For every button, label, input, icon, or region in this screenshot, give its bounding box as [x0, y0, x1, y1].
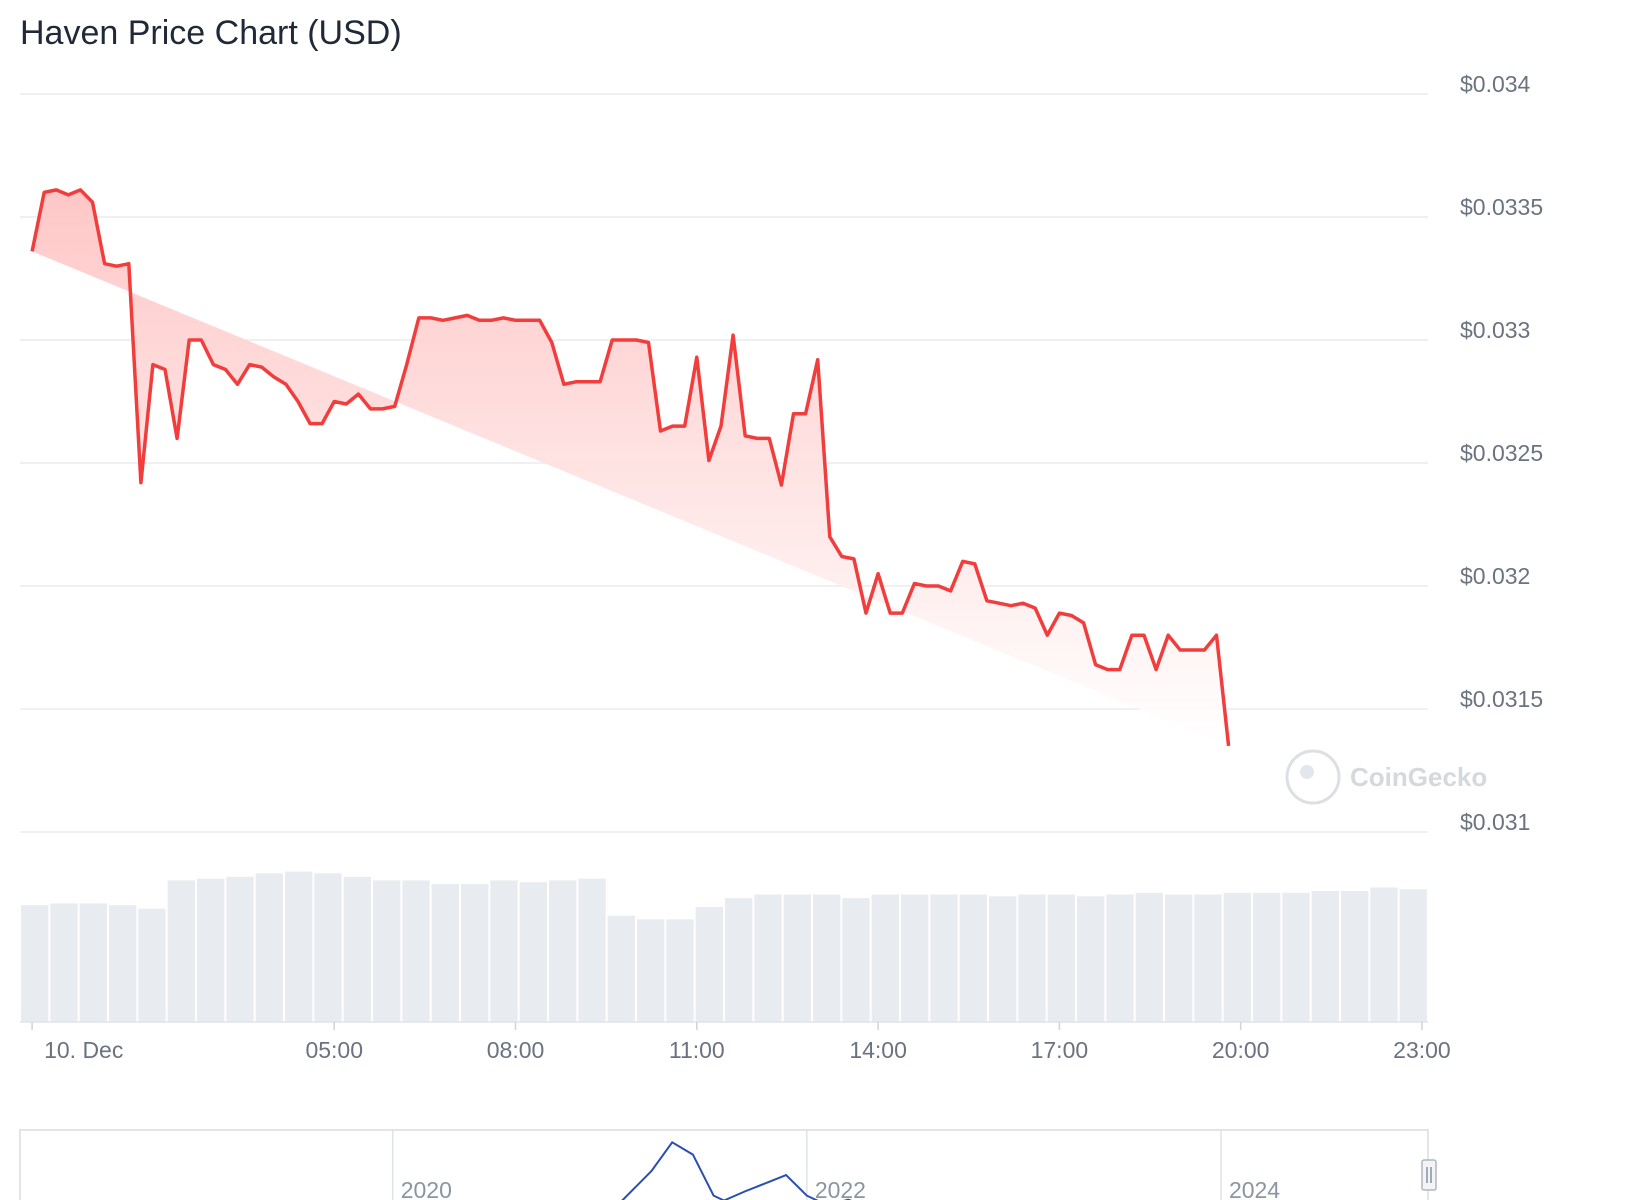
y-tick-label: $0.0335	[1460, 194, 1543, 220]
volume-bar	[901, 894, 929, 1022]
volume-bar	[402, 880, 430, 1022]
x-tick-label: 17:00	[1031, 1037, 1089, 1063]
volume-bar	[50, 903, 78, 1022]
x-tick-label: 08:00	[487, 1037, 545, 1063]
navigator[interactable]: 2020 2022 2024	[19, 1129, 1437, 1200]
navigator-frame	[19, 1129, 1429, 1200]
volume-bar	[461, 883, 489, 1022]
navigator-year-label: 2024	[1229, 1177, 1280, 1200]
volume-bar	[1018, 894, 1046, 1022]
volume-bar	[1047, 894, 1075, 1022]
navigator-line	[621, 1140, 853, 1200]
volume-bar	[1399, 889, 1427, 1022]
volume-bar	[1165, 894, 1193, 1022]
volume-bar	[519, 882, 547, 1022]
volume-bar	[549, 880, 577, 1022]
y-tick-label: $0.033	[1460, 317, 1530, 343]
x-tick-label: 20:00	[1212, 1037, 1270, 1063]
volume-bar	[842, 898, 870, 1022]
volume-bar	[1341, 891, 1369, 1022]
volume-bar	[871, 894, 899, 1022]
gridlines	[20, 93, 1428, 833]
volume-bar	[1370, 887, 1398, 1022]
volume-bar	[343, 876, 371, 1022]
coingecko-watermark: CoinGecko	[1285, 749, 1487, 805]
volume-bar	[1253, 892, 1281, 1022]
volume-bar	[285, 871, 313, 1022]
y-tick-label: $0.031	[1460, 809, 1530, 835]
volume-bar	[1077, 896, 1105, 1022]
x-tick-label: 14:00	[849, 1037, 907, 1063]
volume-bar	[167, 880, 195, 1022]
volume-bar	[666, 919, 694, 1022]
volume-bar	[1135, 892, 1163, 1022]
volume-bar	[21, 905, 49, 1022]
volume-bar	[725, 898, 753, 1022]
volume-bar	[783, 894, 811, 1022]
volume-bar	[1282, 892, 1310, 1022]
volume-bar	[1106, 894, 1134, 1022]
volume-bar	[695, 906, 723, 1022]
volume-bar	[79, 903, 107, 1022]
volume-bars	[20, 871, 1428, 1023]
volume-bar	[138, 908, 166, 1022]
watermark-text: CoinGecko	[1350, 762, 1487, 792]
volume-bar	[431, 883, 459, 1022]
y-tick-label: $0.032	[1460, 563, 1530, 589]
x-tick-label: 11:00	[669, 1037, 725, 1063]
volume-bar	[959, 894, 987, 1022]
volume-bar	[314, 873, 342, 1022]
volume-bar	[754, 894, 782, 1022]
volume-bar	[930, 894, 958, 1022]
y-axis-labels: $0.031 $0.0315 $0.032 $0.0325 $0.033 $0.0335 $…	[1460, 71, 1543, 835]
volume-bar	[1223, 892, 1251, 1022]
navigator-year-label: 2020	[401, 1177, 452, 1200]
volume-bar	[607, 915, 635, 1022]
x-tick-label: 23:00	[1393, 1037, 1451, 1063]
volume-bar	[226, 876, 254, 1022]
volume-bar	[255, 873, 283, 1022]
y-tick-label: $0.0325	[1460, 440, 1543, 466]
navigator-year-label: 2022	[815, 1177, 866, 1200]
volume-bar	[1194, 894, 1222, 1022]
x-tick-label: 10. Dec	[44, 1037, 123, 1063]
volume-bar	[1311, 891, 1339, 1022]
volume-bar	[373, 880, 401, 1022]
price-line[interactable]	[30, 188, 1231, 747]
volume-bar	[813, 894, 841, 1022]
volume-bar	[637, 919, 665, 1022]
volume-bar	[197, 878, 225, 1022]
volume-bar	[989, 896, 1017, 1022]
volume-bar	[490, 880, 518, 1022]
volume-bar	[578, 878, 606, 1022]
gecko-logo-icon	[1285, 749, 1341, 805]
y-tick-label: $0.034	[1460, 71, 1531, 97]
x-axis-labels: 10. Dec 05:00 08:00 11:00 14:00 17:00 20:00 23:…	[31, 1022, 1451, 1063]
gecko-eye-icon	[1300, 765, 1314, 779]
price-area	[32, 189, 1229, 746]
chart-title: Haven Price Chart (USD)	[20, 14, 402, 52]
y-tick-label: $0.0315	[1460, 686, 1543, 712]
volume-bar	[109, 905, 137, 1022]
navigator-handle[interactable]	[1421, 1159, 1437, 1191]
x-tick-label: 05:00	[305, 1037, 363, 1063]
